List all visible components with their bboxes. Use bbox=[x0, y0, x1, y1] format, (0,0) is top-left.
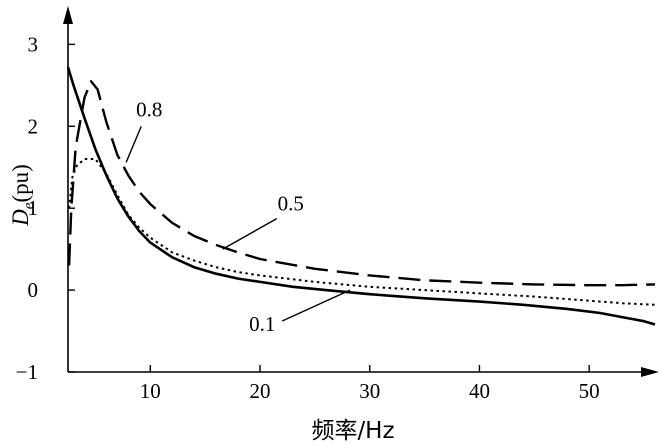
x-tick-label: 10 bbox=[140, 379, 161, 403]
annotation-leader-line bbox=[222, 218, 278, 250]
x-tick-label: 40 bbox=[469, 379, 490, 403]
axes: −1 0 1 2 3 10 20 30 40 50 bbox=[16, 6, 659, 403]
x-axis-arrow bbox=[641, 367, 659, 377]
y-tick-label: 0 bbox=[28, 278, 39, 302]
y-tick-label: 2 bbox=[28, 114, 39, 138]
x-tick-label: 30 bbox=[359, 379, 380, 403]
series-line-0-5 bbox=[68, 158, 656, 306]
annotation-label: 0.8 bbox=[136, 97, 162, 121]
annotation-layer: 0.8 0.5 0.1 bbox=[125, 97, 351, 336]
y-axis-label-main: D bbox=[8, 209, 33, 227]
y-axis-label-unit: (pu) bbox=[8, 164, 33, 202]
annotation-leader-line bbox=[125, 126, 142, 163]
y-tick-label: −1 bbox=[16, 360, 38, 384]
y-axis-label-sub: e bbox=[21, 202, 37, 209]
annotation-label: 0.5 bbox=[278, 192, 304, 216]
y-axis-label: De(pu) bbox=[8, 164, 37, 227]
y-tick-label: 1 bbox=[28, 196, 39, 220]
series-layer bbox=[66, 66, 656, 326]
annotation-leader-line bbox=[281, 289, 351, 322]
x-tick-label: 50 bbox=[579, 379, 600, 403]
annotation-label: 0.1 bbox=[249, 312, 275, 336]
x-axis-label: 频率/Hz bbox=[311, 418, 394, 444]
y-tick-label: 3 bbox=[28, 32, 39, 56]
y-axis-arrow bbox=[63, 6, 73, 24]
series-line-0-8 bbox=[67, 80, 656, 287]
x-tick-label: 20 bbox=[250, 379, 271, 403]
